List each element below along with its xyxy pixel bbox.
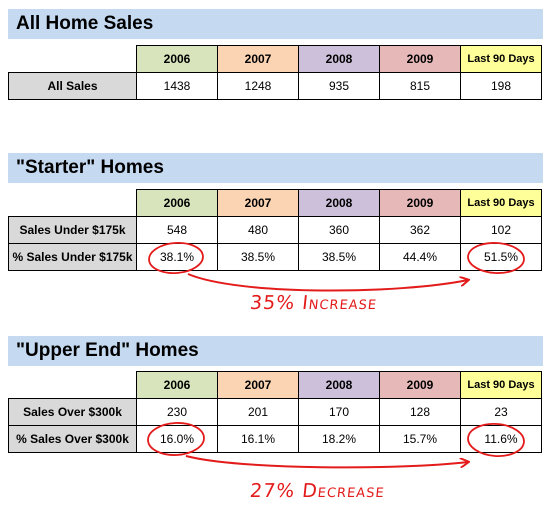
header-2007: 2007 (217, 45, 299, 73)
cell-value: 102 (460, 216, 542, 244)
section-title-upper-end-homes: "Upper End" Homes (8, 336, 543, 366)
header-2006: 2006 (136, 189, 218, 217)
row-label-pct-sales-under-175k: % Sales Under $175k (8, 243, 137, 271)
table-header-row: 2006 2007 2008 2009 Last 90 Days (9, 371, 542, 399)
section-title-all-home-sales: All Home Sales (8, 9, 543, 39)
cell-value: 11.6% (460, 425, 542, 453)
cell-value: 360 (298, 216, 380, 244)
table-header-row: 2006 2007 2008 2009 Last 90 Days (9, 189, 542, 217)
header-last-90-days: Last 90 Days (460, 45, 542, 73)
section-title-starter-homes: "Starter" Homes (8, 153, 543, 183)
cell-value: 1248 (217, 72, 299, 100)
header-2007: 2007 (217, 371, 299, 399)
cell-value: 38.1% (136, 243, 218, 271)
annotation-upper-end-decrease: 27% Decrease (248, 480, 386, 502)
row-label-all-sales: All Sales (8, 72, 137, 100)
header-2008: 2008 (298, 371, 380, 399)
header-2009: 2009 (379, 189, 461, 217)
table-row: % Sales Over $300k 16.0% 16.1% 18.2% 15.… (8, 425, 542, 453)
cell-value: 44.4% (379, 243, 461, 271)
cell-value: 16.1% (217, 425, 299, 453)
row-label-pct-sales-over-300k: % Sales Over $300k (8, 425, 137, 453)
cell-value: 548 (136, 216, 218, 244)
cell-value: 128 (379, 398, 461, 426)
table-row: % Sales Under $175k 38.1% 38.5% 38.5% 44… (8, 243, 542, 271)
table-header-row: 2006 2007 2008 2009 Last 90 Days (9, 45, 542, 73)
cell-value: 230 (136, 398, 218, 426)
table-row: All Sales 1438 1248 935 815 198 (8, 72, 542, 100)
cell-value: 362 (379, 216, 461, 244)
header-last-90-days: Last 90 Days (460, 371, 542, 399)
cell-value: 201 (217, 398, 299, 426)
cell-value: 15.7% (379, 425, 461, 453)
cell-value: 935 (298, 72, 380, 100)
table-row: Sales Over $300k 230 201 170 128 23 (8, 398, 542, 426)
header-2009: 2009 (379, 371, 461, 399)
table-starter-homes: 2006 2007 2008 2009 Last 90 Days Sales U… (8, 189, 542, 271)
header-2009: 2009 (379, 45, 461, 73)
cell-value: 198 (460, 72, 542, 100)
header-2008: 2008 (298, 189, 380, 217)
header-2007: 2007 (217, 189, 299, 217)
arrow-upper (185, 455, 468, 469)
cell-value: 38.5% (298, 243, 380, 271)
annotation-starter-increase: 35% Increase (248, 292, 379, 314)
cell-value: 170 (298, 398, 380, 426)
table-row: Sales Under $175k 548 480 360 362 102 (8, 216, 542, 244)
arrow-starter (187, 273, 468, 292)
cell-value: 18.2% (298, 425, 380, 453)
cell-value: 38.5% (217, 243, 299, 271)
cell-value: 1438 (136, 72, 218, 100)
header-last-90-days: Last 90 Days (460, 189, 542, 217)
header-blank-cell (9, 372, 137, 399)
table-upper-end-homes: 2006 2007 2008 2009 Last 90 Days Sales O… (8, 371, 542, 453)
cell-value: 23 (460, 398, 542, 426)
header-2008: 2008 (298, 45, 380, 73)
cell-value: 16.0% (136, 425, 218, 453)
row-label-sales-over-300k: Sales Over $300k (8, 398, 137, 426)
cell-value: 480 (217, 216, 299, 244)
header-blank-cell (9, 46, 137, 73)
cell-value: 815 (379, 72, 461, 100)
table-all-home-sales: 2006 2007 2008 2009 Last 90 Days All Sal… (8, 45, 542, 100)
header-2006: 2006 (136, 45, 218, 73)
row-label-sales-under-175k: Sales Under $175k (8, 216, 137, 244)
header-2006: 2006 (136, 371, 218, 399)
header-blank-cell (9, 190, 137, 217)
cell-value: 51.5% (460, 243, 542, 271)
